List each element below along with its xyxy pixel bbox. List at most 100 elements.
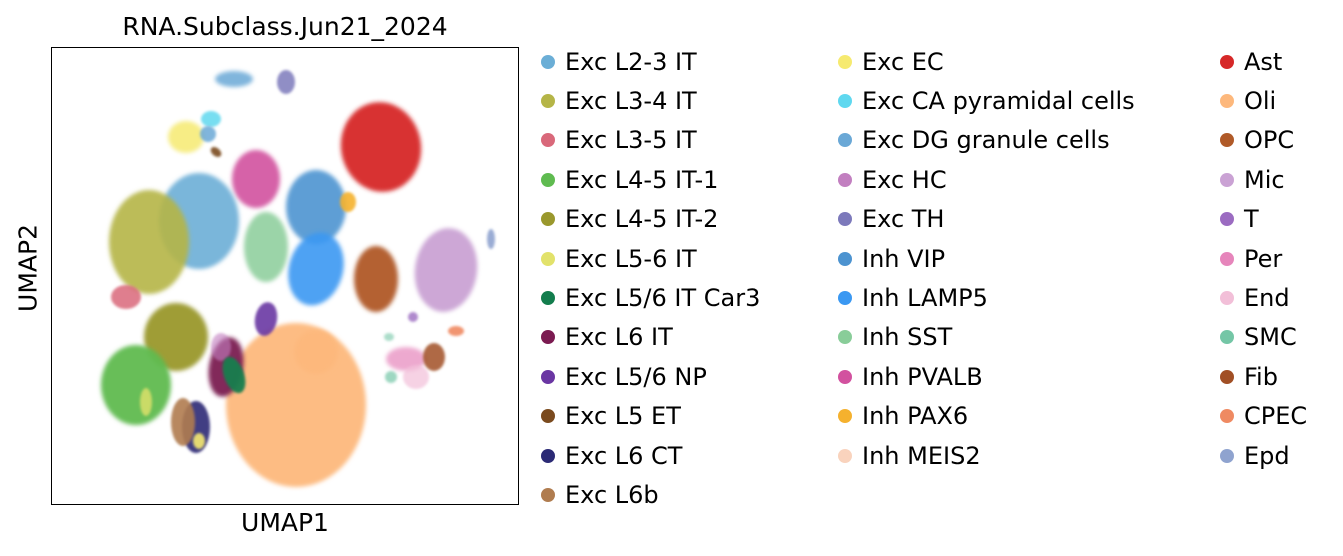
legend-item: Exc L6 IT — [541, 318, 760, 357]
legend-marker — [541, 212, 555, 227]
legend-label: Exc L6b — [565, 480, 659, 509]
cluster-inh-sst — [244, 212, 288, 282]
legend-label: Oli — [1244, 87, 1277, 116]
legend-label: Exc TH — [862, 205, 945, 234]
cluster-exc-l5-et — [210, 147, 222, 157]
legend-marker — [1220, 133, 1234, 148]
cluster-inh-lamp5 — [288, 232, 344, 306]
legend-marker — [541, 172, 555, 187]
cluster-ast — [340, 102, 422, 192]
cluster-exc-l3-5-it — [111, 285, 141, 309]
legend-label: End — [1244, 284, 1290, 313]
legend-marker — [1220, 330, 1234, 345]
legend-label: SMC — [1244, 323, 1297, 352]
legend-label: Exc L4-5 IT-1 — [565, 165, 719, 194]
legend-label: Exc L5 ET — [565, 402, 681, 431]
legend-item: T — [1220, 200, 1307, 239]
legend-label: Inh PVALB — [862, 362, 983, 391]
legend-item: Exc L3-4 IT — [541, 81, 760, 120]
legend-marker — [1220, 448, 1234, 463]
legend-label: Exc HC — [862, 165, 947, 194]
legend-item: Exc L2-3 IT — [541, 42, 760, 81]
chart-title: RNA.Subclass.Jun21_2024 — [122, 12, 448, 41]
legend-label: Exc DG granule cells — [862, 126, 1110, 155]
legend-item: Exc L6 CT — [541, 436, 760, 475]
legend-label: Exc L6 CT — [565, 441, 683, 470]
cluster-cpec — [448, 326, 464, 336]
legend-marker — [1220, 212, 1234, 227]
cluster-inh-vip — [286, 170, 346, 244]
cluster-epd — [487, 229, 495, 249]
legend-label: Exc L6 IT — [565, 323, 673, 352]
legend-label: Inh VIP — [862, 244, 946, 273]
legend-item: Exc TH — [838, 200, 1135, 239]
legend-label: Exc L5-6 IT — [565, 244, 697, 273]
cluster-exc-ec — [193, 433, 205, 449]
legend-marker — [541, 94, 555, 109]
legend-label: Exc L4-5 IT-2 — [565, 205, 719, 234]
legend-item: Inh PVALB — [838, 357, 1135, 396]
legend-marker — [541, 448, 555, 463]
cluster-inh-pax6 — [340, 192, 356, 212]
legend-item: Exc L5/6 IT Car3 — [541, 278, 760, 317]
legend-marker — [541, 409, 555, 424]
cluster-exc-th — [277, 70, 295, 94]
legend-marker — [541, 330, 555, 345]
cluster-exc-dg-granule-cells — [215, 71, 253, 87]
legend-label: Fib — [1244, 362, 1278, 391]
cluster-exc-hc — [211, 333, 231, 361]
y-axis-label: UMAP2 — [13, 224, 43, 312]
legend-label: Inh SST — [862, 323, 953, 352]
legend-label: Exc L5/6 IT Car3 — [565, 284, 761, 313]
legend-marker — [1220, 54, 1234, 69]
legend-marker — [838, 369, 852, 384]
cluster-exc-l5-6-np — [254, 302, 278, 336]
legend-marker — [541, 291, 555, 306]
legend-label: Exc L5/6 NP — [565, 362, 707, 391]
legend-column: Ast Oli OPC Mic T Per End SMC Fib CPEC Epd — [1220, 42, 1307, 475]
legend-item: Exc L5/6 NP — [541, 357, 760, 396]
legend-marker — [838, 448, 852, 463]
legend-item: Exc L5-6 IT — [541, 239, 760, 278]
legend-label: Exc CA pyramidal cells — [862, 87, 1135, 116]
legend-marker — [838, 54, 852, 69]
legend-column: Exc L2-3 IT Exc L3-4 IT Exc L3-5 IT Exc L4-… — [541, 42, 760, 515]
cluster-t — [408, 312, 418, 322]
legend-item: Inh PAX6 — [838, 397, 1135, 436]
legend-item: End — [1220, 278, 1307, 317]
cluster-fib — [423, 343, 445, 371]
legend-label: Inh LAMP5 — [862, 284, 988, 313]
legend-item: Per — [1220, 239, 1307, 278]
legend-item: Exc L6b — [541, 475, 760, 514]
legend-item: Exc CA pyramidal cells — [838, 81, 1135, 120]
legend-label: Mic — [1244, 165, 1285, 194]
cluster-opc — [354, 246, 398, 312]
legend-marker — [838, 172, 852, 187]
cluster-inh-pvalb — [232, 150, 280, 208]
legend-label: Epd — [1244, 441, 1290, 470]
cluster-exc-dg-granule-cells — [200, 126, 216, 142]
legend-marker — [541, 487, 555, 502]
legend-item: Inh VIP — [838, 239, 1135, 278]
legend-label: OPC — [1244, 126, 1295, 155]
legend-marker — [541, 369, 555, 384]
legend-label: Inh PAX6 — [862, 402, 969, 431]
legend-item: OPC — [1220, 121, 1307, 160]
legend-label: Exc L3-4 IT — [565, 87, 697, 116]
legend-item: Exc EC — [838, 42, 1135, 81]
x-axis-label: UMAP1 — [241, 508, 329, 537]
legend-item: Epd — [1220, 436, 1307, 475]
legend-label: CPEC — [1244, 402, 1308, 431]
legend-marker — [1220, 291, 1234, 306]
cluster-smc — [384, 333, 394, 341]
legend-label: Inh MEIS2 — [862, 441, 981, 470]
legend-item: Exc L3-5 IT — [541, 121, 760, 160]
legend-item: Inh SST — [838, 318, 1135, 357]
legend-item: Exc L4-5 IT-1 — [541, 160, 760, 199]
cluster-exc-l4-5-it-1 — [101, 345, 171, 425]
umap-scatter — [101, 70, 495, 487]
cluster-exc-l5-6-it-car3 — [222, 356, 246, 394]
legend-marker — [838, 133, 852, 148]
cluster-exc-l3-4-it — [109, 190, 189, 294]
cluster-mic — [414, 228, 478, 312]
